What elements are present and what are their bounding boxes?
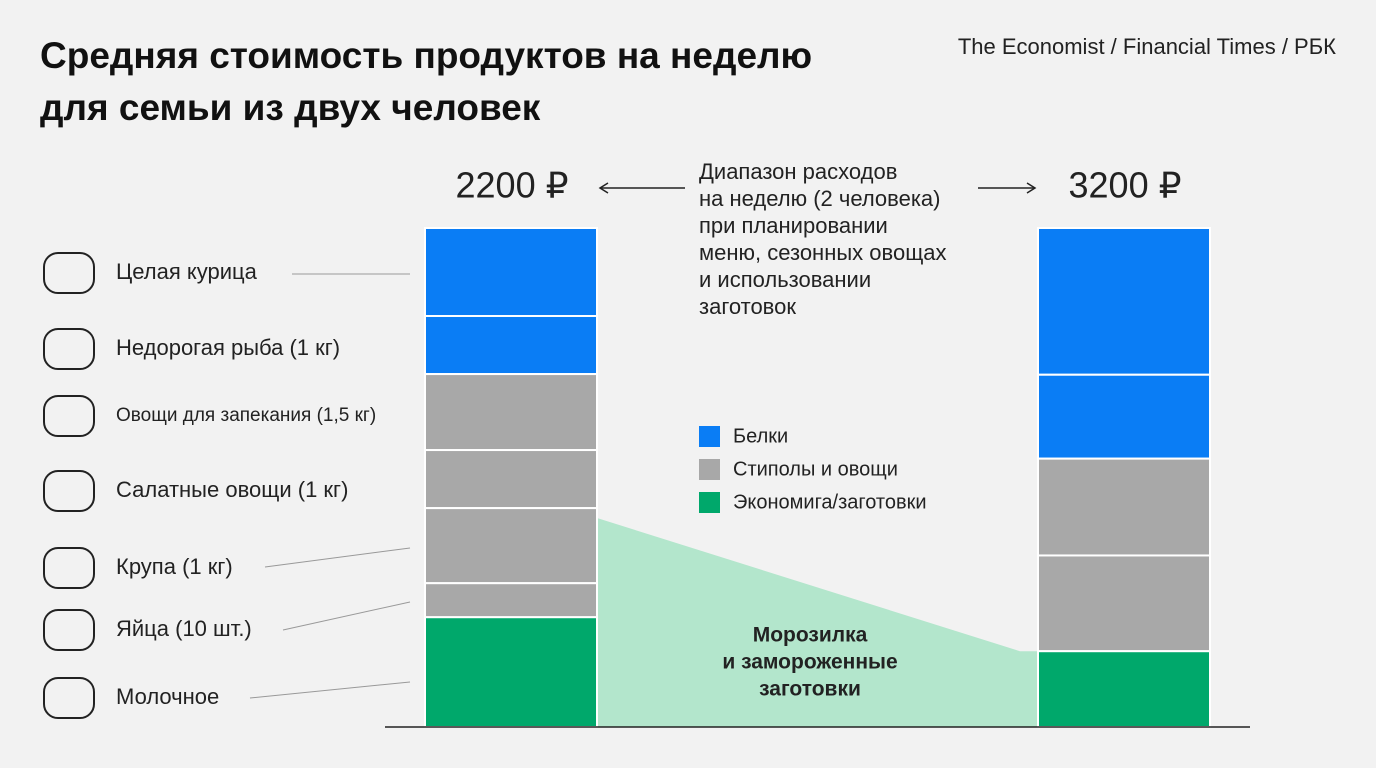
title: Средняя стоимость продуктов на неделю дл…	[40, 30, 812, 134]
item-icon	[43, 547, 95, 589]
legend-swatch	[699, 426, 720, 447]
bar-total-label: 2200 ₽	[456, 165, 569, 206]
item-label: Салатные овощи (1 кг)	[116, 477, 348, 502]
item-label: Недорогая рыба (1 кг)	[116, 335, 340, 360]
annotation: меню, сезонных овощах	[699, 240, 947, 265]
freezer-label: заготовки	[759, 678, 861, 701]
bar-segment	[1037, 457, 1211, 557]
annotation: и использовании	[699, 267, 871, 292]
item-icon	[43, 677, 95, 719]
bar-segment	[1037, 650, 1211, 728]
freezer-label: и замороженные	[722, 651, 897, 674]
annotation: Диапазон расходов	[699, 159, 897, 184]
source: The Economist / Financial Times / РБК	[957, 34, 1336, 59]
item-label: Целая курица	[116, 259, 258, 284]
bar-segment	[424, 227, 598, 318]
legend-label: Экономига/заготовки	[733, 491, 927, 513]
bar-segment	[424, 616, 598, 728]
annotation: заготовок	[699, 294, 796, 319]
legend-swatch	[699, 459, 720, 480]
connector	[264, 547, 411, 568]
legend-label: Стиполы и овощи	[733, 458, 898, 480]
legend-swatch	[699, 492, 720, 513]
bar-segment	[424, 373, 598, 452]
item-label: Молочное	[116, 684, 219, 709]
freezer-area	[597, 518, 1038, 727]
bar-segment	[424, 507, 598, 585]
bar-segment	[1037, 373, 1211, 460]
connector	[282, 601, 411, 631]
bar-segment	[424, 315, 598, 376]
arrow-head	[1026, 182, 1037, 194]
item-icon	[43, 328, 95, 370]
bar-segment	[424, 582, 598, 619]
bar-segment	[1037, 227, 1211, 376]
bar-segment	[1037, 554, 1211, 653]
arrow-head	[598, 182, 609, 194]
title-line: Средняя стоимость продуктов на неделю	[40, 35, 813, 76]
annotation: при планировании	[699, 213, 888, 238]
legend-label: Белки	[733, 425, 788, 447]
connector	[249, 681, 411, 699]
annotation: на неделю (2 человека)	[699, 186, 941, 211]
bar-segment	[424, 449, 598, 510]
item-icon	[43, 395, 95, 437]
item-label: Яйца (10 шт.)	[116, 616, 252, 641]
item-icon	[43, 609, 95, 651]
item-label: Овощи для запекания (1,5 кг)	[116, 405, 376, 426]
bar-total-label: 3200 ₽	[1069, 165, 1182, 206]
freezer-label: Морозилка	[753, 624, 868, 647]
item-icon	[43, 252, 95, 294]
item-icon	[43, 470, 95, 512]
title-line: для семьи из двух человек	[40, 87, 541, 128]
item-label: Крупа (1 кг)	[116, 554, 233, 579]
